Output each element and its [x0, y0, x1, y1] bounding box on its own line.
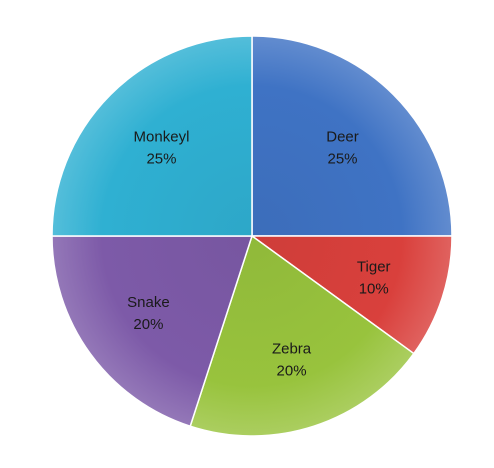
slice-label-tiger: Tiger: [357, 259, 391, 276]
slice-label-snake: Snake: [127, 294, 170, 311]
pie-slice-tiger: [251, 235, 453, 355]
pie-slice-deer: [251, 35, 453, 237]
slice-label-zebra: Zebra: [272, 341, 312, 358]
slice-value-monkeyl: 25%: [146, 150, 176, 167]
slice-label-monkeyl: Monkeyl: [134, 128, 190, 145]
slice-value-tiger: 10%: [359, 281, 389, 298]
pie-slice-monkeyl: [51, 35, 253, 237]
slice-value-zebra: 20%: [277, 363, 307, 380]
slice-label-deer: Deer: [326, 128, 359, 145]
slices-group: [51, 35, 453, 437]
pie-slice-zebra: [189, 235, 415, 437]
slice-value-deer: 25%: [327, 150, 357, 167]
slice-value-snake: 20%: [133, 316, 163, 333]
labels-group: Deer 25% Tiger 10% Zebra 20% Snake 20% Monkeyl 25…: [127, 128, 390, 379]
pie-slice-snake: [51, 235, 253, 427]
